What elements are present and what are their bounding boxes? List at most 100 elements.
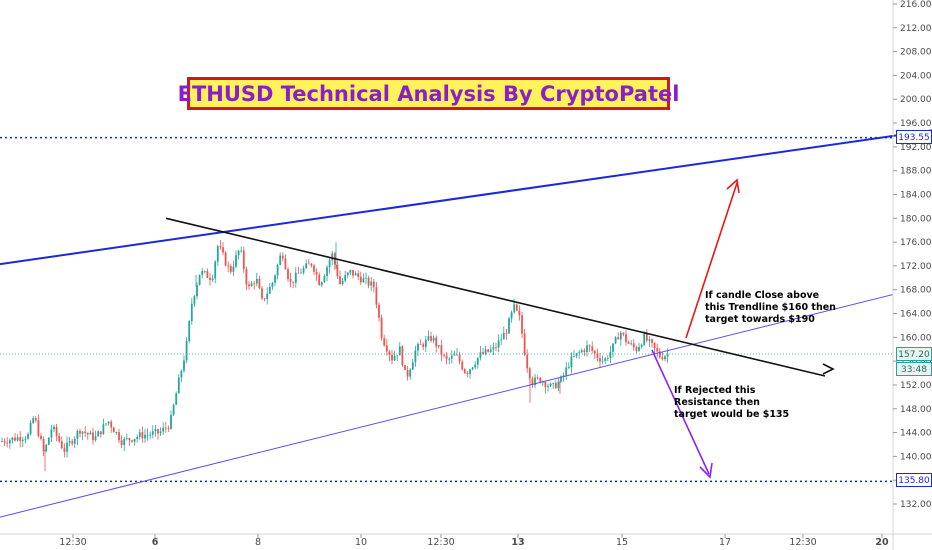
- candle-down: [339, 276, 341, 285]
- candle-down: [419, 344, 422, 345]
- candle-down: [120, 440, 123, 446]
- candle-up: [508, 318, 510, 334]
- candle-down: [528, 368, 531, 379]
- candle-down: [224, 252, 227, 266]
- chart-title-banner: ETHUSD Technical Analysis By CryptoPatel: [178, 77, 679, 110]
- candle-down: [388, 351, 391, 355]
- candle-up: [666, 354, 669, 357]
- candle-up: [570, 356, 573, 368]
- candle-down: [19, 437, 22, 441]
- candle-up: [1, 441, 3, 442]
- candle-up: [237, 250, 240, 256]
- candle-down: [367, 277, 370, 286]
- candle-up: [492, 347, 495, 350]
- candle-down: [352, 269, 354, 276]
- x-tick-label: 12:30: [427, 537, 454, 548]
- y-tick-label: 180.00: [900, 214, 932, 224]
- candle-down: [310, 263, 313, 266]
- candle-down: [287, 269, 289, 280]
- candle-up: [502, 332, 505, 340]
- candle-up: [50, 429, 53, 438]
- candle-up: [664, 356, 666, 360]
- candle-down: [284, 258, 287, 270]
- candle-down: [14, 437, 16, 441]
- candle-down: [596, 353, 599, 358]
- candle-down: [222, 247, 224, 253]
- candle-down: [380, 317, 383, 339]
- candlestick-series: [1, 240, 669, 472]
- candle-down: [653, 342, 656, 349]
- candle-down: [253, 283, 256, 285]
- candle-down: [99, 431, 102, 435]
- descending-trendline: [165, 217, 826, 377]
- candle-down: [627, 342, 630, 344]
- candle-up: [21, 439, 24, 441]
- candle-up: [341, 280, 344, 285]
- candle-up: [424, 339, 427, 347]
- y-tick-label: 140.00: [900, 452, 932, 462]
- candle-up: [580, 350, 583, 353]
- candle-up: [346, 272, 349, 276]
- candle-up: [68, 441, 71, 443]
- candle-down: [645, 333, 648, 341]
- y-tick-label: 164.00: [900, 310, 932, 320]
- candle-up: [484, 349, 487, 354]
- candle-up: [47, 437, 50, 445]
- channel-upper-trendline: [0, 129, 932, 266]
- bullish-arrowhead: [726, 178, 740, 194]
- candle-down: [131, 440, 133, 442]
- candle-up: [328, 260, 331, 268]
- channel-lower-trendline: [0, 293, 894, 518]
- lower-level-price-tag: 135.80: [896, 473, 932, 487]
- candle-down: [34, 418, 37, 421]
- candle-up: [183, 360, 185, 371]
- candle-down: [651, 339, 653, 343]
- candle-up: [302, 268, 305, 273]
- candle-up: [214, 261, 217, 279]
- candle-down: [404, 365, 406, 370]
- candle-up: [193, 296, 196, 304]
- candle-up: [354, 273, 357, 276]
- candle-down: [385, 345, 388, 352]
- candle-up: [240, 250, 243, 252]
- candle-down: [495, 347, 497, 348]
- candle-down: [167, 427, 170, 429]
- candle-up: [175, 393, 178, 405]
- candle-down: [539, 377, 542, 383]
- candle-up: [417, 344, 419, 351]
- candle-up: [643, 333, 646, 345]
- candle-up: [268, 286, 271, 294]
- candle-up: [123, 438, 126, 446]
- candle-down: [289, 279, 292, 282]
- drawing-tools-layer: [0, 129, 932, 518]
- candle-down: [242, 250, 245, 270]
- candle-down: [359, 276, 362, 283]
- x-tick-label: 12:30: [789, 537, 816, 548]
- candle-up: [601, 360, 604, 362]
- candle-up: [154, 429, 157, 432]
- candle-down: [357, 273, 360, 277]
- candle-down: [307, 263, 310, 265]
- candle-up: [276, 264, 279, 276]
- candle-down: [6, 442, 9, 444]
- candle-up: [586, 345, 588, 352]
- candle-up: [326, 267, 328, 277]
- candle-down: [84, 431, 87, 434]
- candle-up: [97, 431, 100, 437]
- candle-up: [437, 345, 440, 347]
- candle-down: [71, 441, 74, 444]
- x-tick-label: 6: [152, 537, 159, 548]
- candle-up: [300, 272, 302, 274]
- candle-up: [411, 362, 414, 370]
- candle-up: [560, 376, 562, 382]
- candle-up: [196, 285, 198, 297]
- candle-up: [81, 431, 84, 434]
- candle-down: [599, 357, 601, 362]
- candle-down: [375, 287, 378, 305]
- candle-up: [159, 431, 162, 434]
- candle-down: [445, 355, 448, 360]
- candle-up: [279, 255, 282, 265]
- candle-down: [248, 284, 250, 287]
- x-tick-label: 10: [355, 537, 367, 548]
